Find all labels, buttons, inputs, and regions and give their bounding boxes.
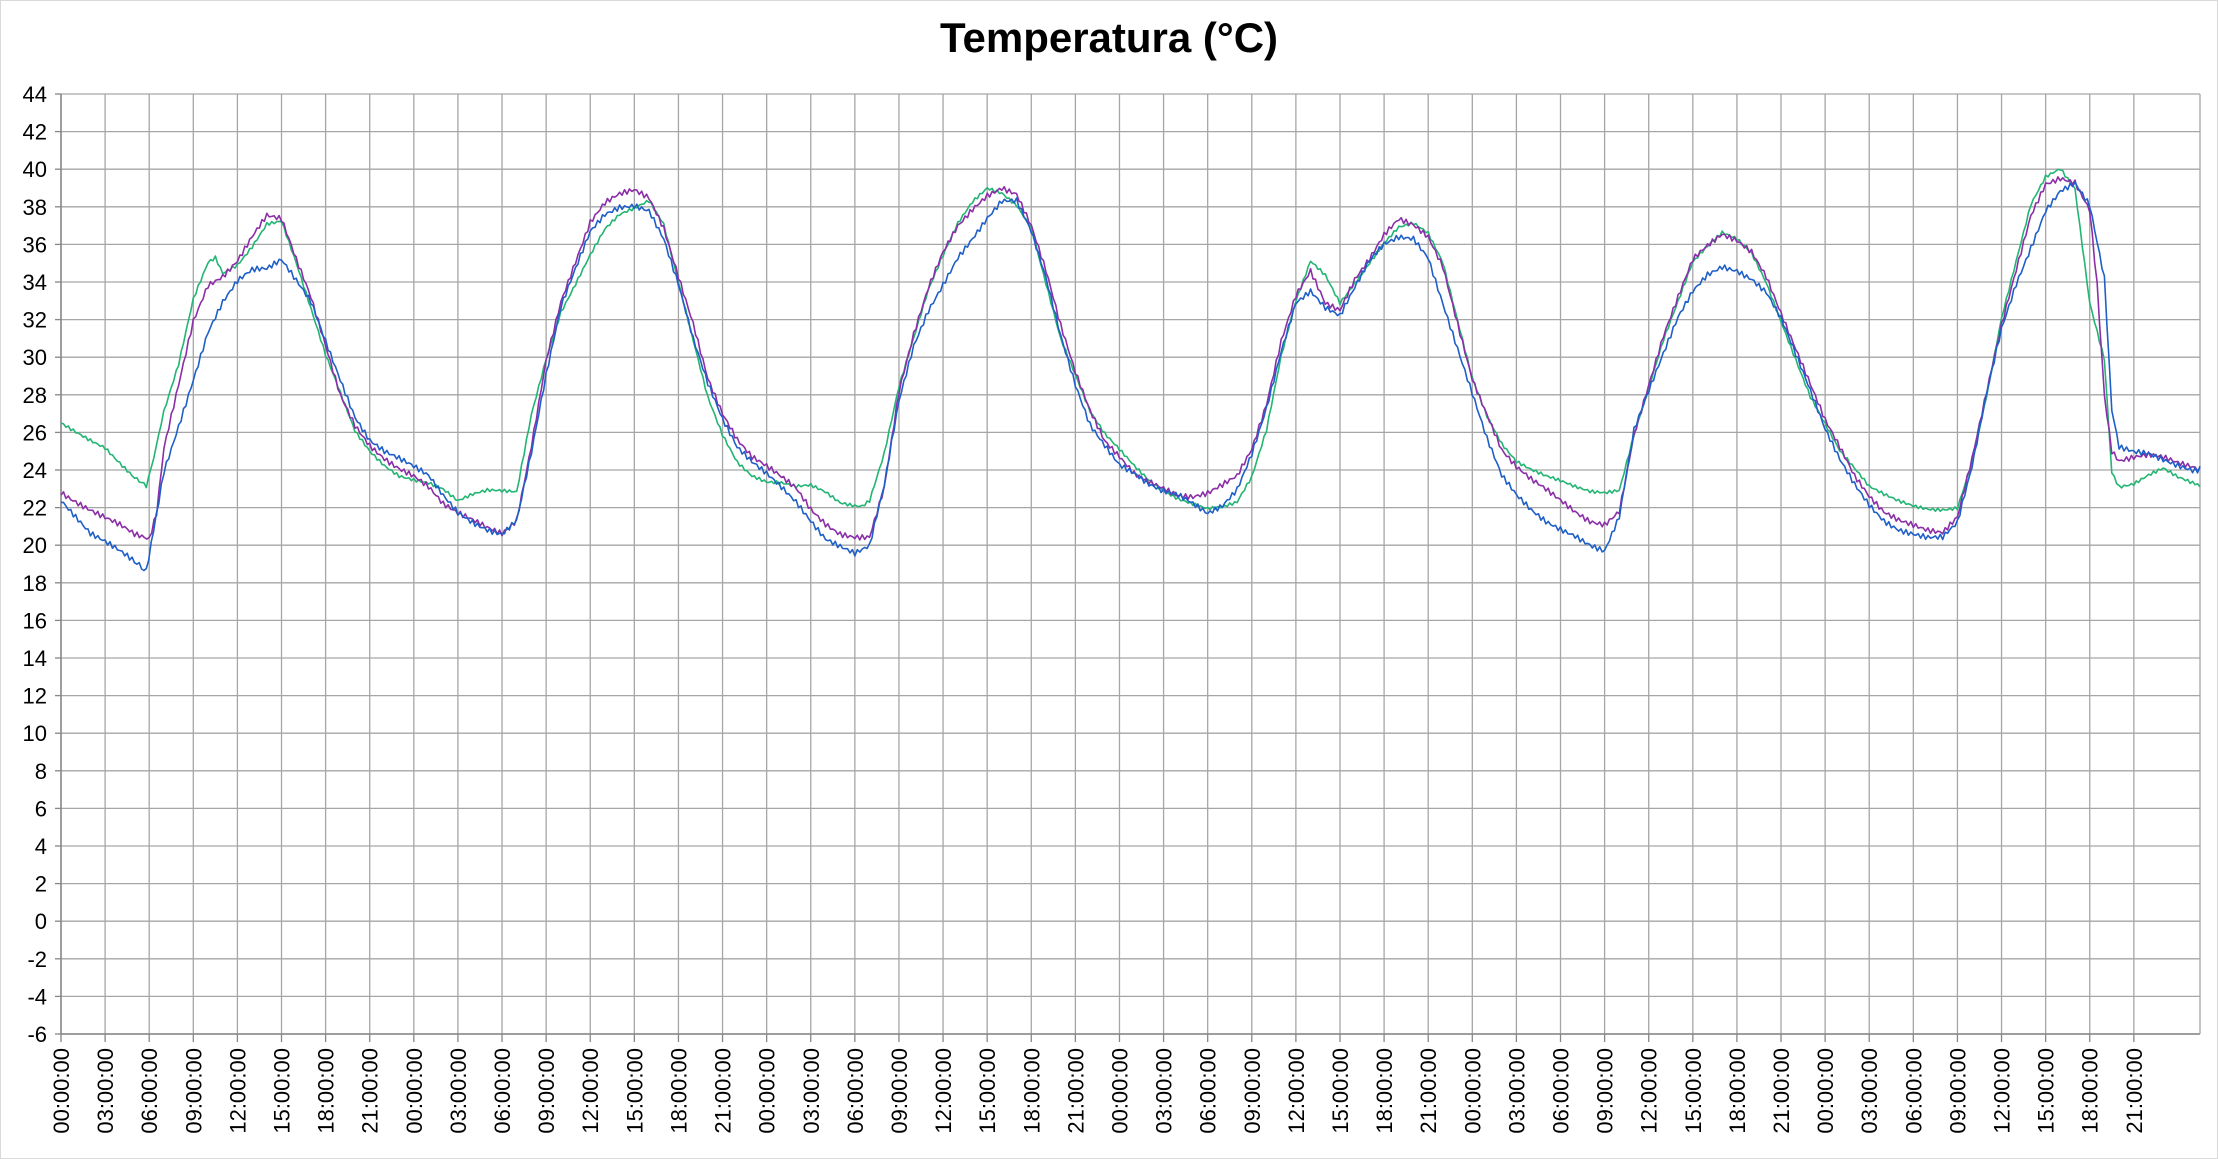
x-tick-label: 03:00:00 — [93, 1048, 118, 1134]
x-tick-label: 00:00:00 — [1460, 1048, 1485, 1134]
y-tick-label: 44 — [23, 82, 47, 107]
y-tick-label: -2 — [27, 947, 47, 972]
x-tick-label: 06:00:00 — [490, 1048, 515, 1134]
series-line-3 — [61, 181, 2201, 572]
x-tick-label: 15:00:00 — [1681, 1048, 1706, 1134]
x-tick-label: 18:00:00 — [2078, 1048, 2103, 1134]
x-tick-label: 03:00:00 — [799, 1048, 824, 1134]
x-tick-label: 21:00:00 — [1063, 1048, 1088, 1134]
series-line-2 — [60, 176, 2201, 541]
y-tick-label: 0 — [35, 909, 47, 934]
x-tick-label: 09:00:00 — [887, 1048, 912, 1134]
x-tick-label: 06:00:00 — [843, 1048, 868, 1134]
x-tick-label: 09:00:00 — [534, 1048, 559, 1134]
x-tick-label: 15:00:00 — [622, 1048, 647, 1134]
y-tick-label: 28 — [23, 383, 47, 408]
y-tick-label: 16 — [23, 608, 47, 633]
y-tick-label: -6 — [27, 1022, 47, 1047]
y-tick-label: 30 — [23, 345, 47, 370]
x-tick-label: 09:00:00 — [1945, 1048, 1970, 1134]
x-tick-label: 15:00:00 — [2034, 1048, 2059, 1134]
y-tick-label: 22 — [23, 496, 47, 521]
y-tick-label: 18 — [23, 571, 47, 596]
x-tick-label: 18:00:00 — [314, 1048, 339, 1134]
x-tick-label: 18:00:00 — [1372, 1048, 1397, 1134]
y-tick-label: 26 — [23, 420, 47, 445]
x-tick-label: 18:00:00 — [1019, 1048, 1044, 1134]
x-tick-label: 03:00:00 — [1857, 1048, 1882, 1134]
chart-title: Temperatura (°C) — [939, 14, 1279, 61]
x-tick-label: 12:00:00 — [225, 1048, 250, 1134]
y-tick-label: 6 — [35, 796, 47, 821]
x-tick-label: 03:00:00 — [446, 1048, 471, 1134]
x-tick-label: 03:00:00 — [1152, 1048, 1177, 1134]
x-tick-label: 21:00:00 — [2122, 1048, 2147, 1134]
x-tick-label: 18:00:00 — [666, 1048, 691, 1134]
x-tick-label: 00:00:00 — [755, 1048, 780, 1134]
y-tick-label: 8 — [35, 759, 47, 784]
x-tick-label: 00:00:00 — [402, 1048, 427, 1134]
series-line-1 — [60, 168, 2201, 513]
y-tick-label: 34 — [23, 270, 47, 295]
y-tick-label: 10 — [23, 721, 47, 746]
x-axis-ticks: 00:00:00 03:00:00 06:00:00 09:00:00 12:00:00… — [49, 1048, 2147, 1134]
x-tick-label: 12:00:00 — [578, 1048, 603, 1134]
x-tick-label: 00:00:00 — [1813, 1048, 1838, 1134]
x-tick-label: 12:00:00 — [1284, 1048, 1309, 1134]
y-tick-label: -4 — [27, 984, 47, 1009]
x-tick-label: 21:00:00 — [1416, 1048, 1441, 1134]
y-tick-label: 12 — [23, 684, 47, 709]
x-tick-label: 09:00:00 — [1593, 1048, 1618, 1134]
x-tick-label: 15:00:00 — [1328, 1048, 1353, 1134]
x-tick-label: 21:00:00 — [711, 1048, 736, 1134]
y-tick-label: 4 — [35, 834, 47, 859]
x-tick-label: 12:00:00 — [1990, 1048, 2015, 1134]
x-tick-label: 03:00:00 — [1504, 1048, 1529, 1134]
y-tick-label: 24 — [23, 458, 47, 483]
x-tick-label: 18:00:00 — [1725, 1048, 1750, 1134]
y-tick-label: 14 — [23, 646, 47, 671]
grid-layer — [55, 93, 2201, 1042]
x-tick-label: 09:00:00 — [181, 1048, 206, 1134]
x-tick-label: 00:00:00 — [49, 1048, 74, 1134]
y-tick-label: 32 — [23, 308, 47, 333]
x-tick-label: 12:00:00 — [931, 1048, 956, 1134]
y-tick-label: 20 — [23, 533, 47, 558]
x-tick-label: 06:00:00 — [1196, 1048, 1221, 1134]
x-tick-label: 09:00:00 — [1240, 1048, 1265, 1134]
x-tick-label: 06:00:00 — [1901, 1048, 1926, 1134]
y-tick-label: 38 — [23, 195, 47, 220]
y-tick-label: 40 — [23, 157, 47, 182]
x-tick-label: 15:00:00 — [270, 1048, 295, 1134]
y-axis-ticks: -6-4-20246810121416182022242628303234363… — [23, 82, 47, 1047]
x-tick-label: 06:00:00 — [1549, 1048, 1574, 1134]
x-tick-label: 00:00:00 — [1107, 1048, 1132, 1134]
x-tick-label: 06:00:00 — [137, 1048, 162, 1134]
y-tick-label: 36 — [23, 232, 47, 257]
y-tick-label: 42 — [23, 120, 47, 145]
x-tick-label: 21:00:00 — [1769, 1048, 1794, 1134]
y-tick-label: 2 — [35, 872, 47, 897]
x-tick-label: 12:00:00 — [1637, 1048, 1662, 1134]
x-tick-label: 15:00:00 — [975, 1048, 1000, 1134]
x-tick-label: 21:00:00 — [358, 1048, 383, 1134]
series-layer — [60, 168, 2201, 572]
